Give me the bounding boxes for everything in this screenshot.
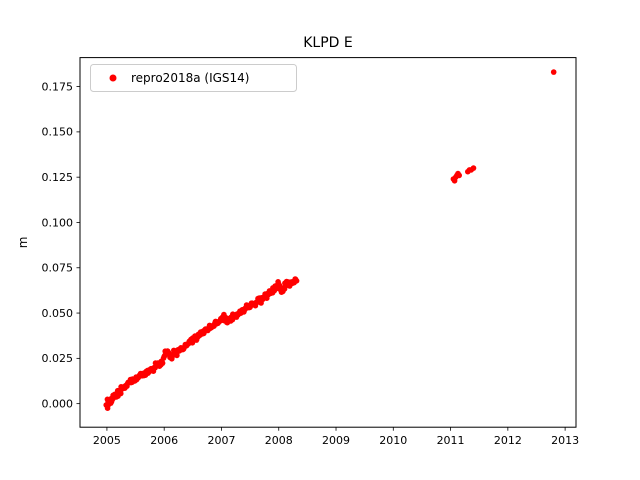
axes-frame: [79, 57, 577, 428]
x-tick-label: 2008: [265, 434, 293, 447]
data-point: [160, 355, 167, 362]
data-point: [550, 69, 557, 75]
y-tick-label: 0.100: [42, 216, 74, 229]
legend-marker-icon: [109, 74, 117, 82]
y-tick-label: 0.075: [42, 262, 74, 275]
x-tick-label: 2005: [93, 434, 121, 447]
data-point: [456, 172, 463, 179]
x-tick-label: 2010: [379, 434, 407, 447]
data-point: [108, 400, 114, 406]
x-tick-label: 2013: [551, 434, 579, 447]
data-point: [292, 276, 299, 282]
x-tick-label: 2007: [207, 434, 235, 447]
y-tick-label: 0.125: [42, 171, 74, 184]
x-tick-label: 2011: [437, 434, 465, 447]
data-point: [470, 165, 477, 171]
x-axis-ticks: 2005 2006 2007 2008 2009 2010 2011 2012 2013: [93, 427, 579, 447]
legend-box: [90, 64, 297, 92]
x-tick-label: 2009: [322, 434, 350, 447]
y-axis-label: m: [16, 237, 30, 249]
data-point: [193, 336, 200, 343]
data-points-layer: [103, 69, 557, 412]
chart-title: KLPD E: [303, 35, 353, 51]
y-tick-label: 0.175: [42, 80, 74, 93]
x-tick-label: 2012: [494, 434, 522, 447]
y-tick-label: 0.050: [42, 307, 74, 320]
y-tick-label: 0.025: [42, 352, 74, 365]
y-tick-label: 0.000: [42, 397, 74, 410]
data-point: [275, 279, 281, 285]
x-tick-label: 2006: [150, 434, 178, 447]
y-axis-ticks: 0.000 0.025 0.050 0.075 0.100 0.125 0.150 0.175: [42, 80, 80, 410]
y-tick-label: 0.150: [42, 126, 74, 139]
legend-label: repro2018a (IGS14): [131, 71, 249, 85]
legend: repro2018a (IGS14): [90, 64, 297, 92]
